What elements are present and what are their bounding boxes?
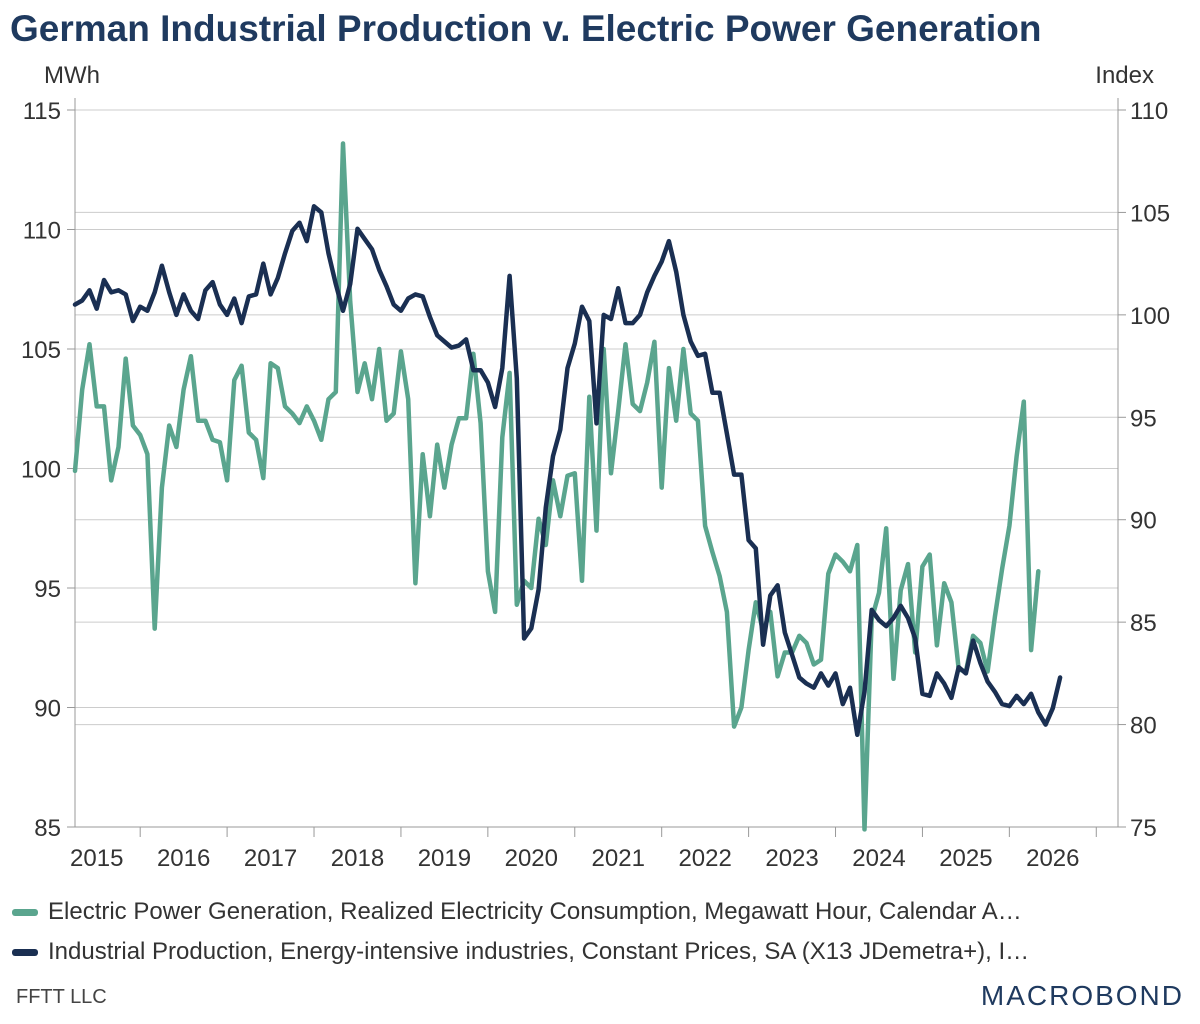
left-tick-label: 105 bbox=[21, 337, 61, 364]
x-tick-label-2019: 2019 bbox=[418, 845, 471, 872]
x-tick-label-2026: 2026 bbox=[1026, 845, 1079, 872]
axes bbox=[74, 98, 1119, 828]
series-layer bbox=[72, 141, 1063, 832]
chart: 85 90 95 100 105 110 115 75 80 85 90 95 100 105 110 2… bbox=[21, 62, 1170, 872]
right-axis-ticks: 75 80 85 90 95 100 105 110 bbox=[1118, 98, 1170, 842]
x-tick-label-2023: 2023 bbox=[765, 845, 818, 872]
right-tick-label: 90 bbox=[1130, 508, 1157, 535]
left-axis-ticks: 85 90 95 100 105 110 115 bbox=[21, 98, 75, 842]
left-tick-label: 115 bbox=[23, 98, 61, 125]
x-axis-ticks: 2015 2016 2017 2018 2019 2020 2021 2022 2023 2024… bbox=[70, 827, 1097, 872]
legend-label: Industrial Production, Energy-intensive … bbox=[48, 938, 1030, 965]
right-axis-label: Index bbox=[1095, 62, 1154, 89]
series-line-electric-power-generation bbox=[72, 141, 1041, 832]
left-axis-label: MWh bbox=[44, 62, 100, 89]
legend-swatch bbox=[12, 948, 38, 956]
x-tick-label-2018: 2018 bbox=[331, 845, 384, 872]
brand-logo: MACROBOND bbox=[980, 980, 1184, 1011]
left-tick-label: 85 bbox=[34, 815, 61, 842]
legend-label: Electric Power Generation, Realized Elec… bbox=[48, 898, 1022, 925]
x-tick-label-2025: 2025 bbox=[939, 845, 992, 872]
chart-title: German Industrial Production v. Electric… bbox=[10, 8, 1042, 49]
left-tick-label: 95 bbox=[34, 576, 61, 603]
legend-item-industrial-production: Industrial Production, Energy-intensive … bbox=[12, 932, 1188, 972]
right-tick-label: 100 bbox=[1130, 303, 1170, 330]
x-tick-label-2024: 2024 bbox=[852, 845, 905, 872]
right-tick-label: 85 bbox=[1130, 610, 1157, 637]
right-tick-label: 80 bbox=[1130, 713, 1157, 740]
x-tick-label-2015: 2015 bbox=[70, 845, 123, 872]
right-tick-label: 105 bbox=[1130, 200, 1170, 227]
left-tick-label: 90 bbox=[34, 696, 61, 723]
left-tick-label: 110 bbox=[23, 218, 61, 245]
x-tick-label-2020: 2020 bbox=[505, 845, 558, 872]
x-tick-label-2016: 2016 bbox=[157, 845, 210, 872]
source-credit: FFTT LLC bbox=[16, 986, 107, 1008]
x-tick-label-2021: 2021 bbox=[592, 845, 645, 872]
x-tick-label-2017: 2017 bbox=[244, 845, 297, 872]
right-tick-label: 75 bbox=[1130, 815, 1157, 842]
series-line-industrial-production bbox=[72, 204, 1063, 738]
legend-item-electric-power-generation: Electric Power Generation, Realized Elec… bbox=[12, 892, 1188, 932]
grid bbox=[75, 109, 1118, 828]
right-tick-label: 95 bbox=[1130, 405, 1157, 432]
left-tick-label: 100 bbox=[21, 457, 61, 484]
legend-swatch bbox=[12, 908, 38, 916]
x-tick-label-2022: 2022 bbox=[678, 845, 731, 872]
right-tick-label: 110 bbox=[1130, 98, 1168, 125]
